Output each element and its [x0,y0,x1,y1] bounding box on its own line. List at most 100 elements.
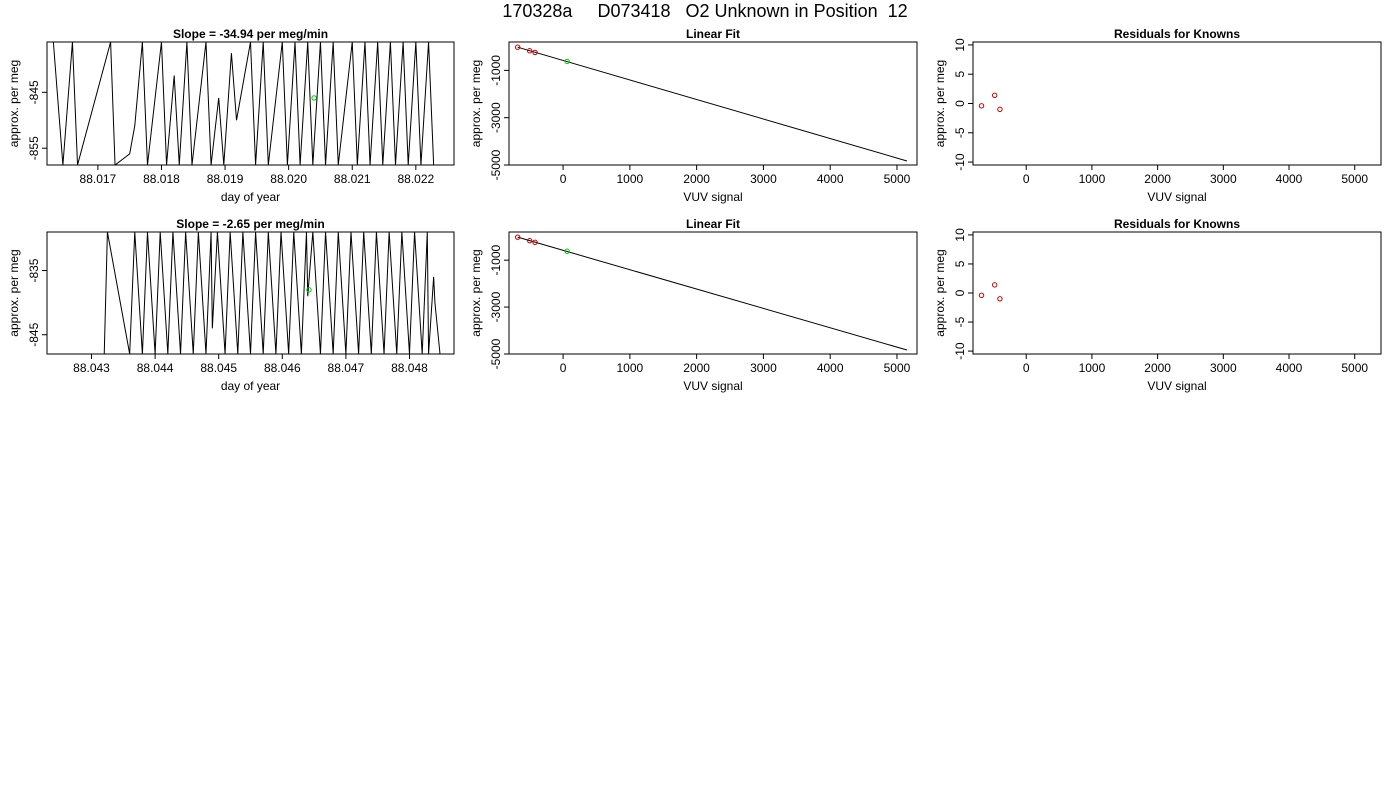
x-axis-label: VUV signal [683,190,742,204]
x-axis: 88.043 88.044 88.045 88.046 88.047 88.048 [73,354,428,375]
x-tick-label: 1000 [617,361,644,375]
x-tick-label: 88.018 [143,172,180,186]
series-line-0 [517,236,908,351]
known-point [997,296,1003,302]
data-layer [103,232,442,354]
y-axis-label: approx. per meg [933,249,947,336]
x-tick-label: 5000 [1341,172,1368,186]
known-point [527,48,533,54]
x-tick-label: 2000 [683,361,710,375]
x-tick-label: 88.019 [207,172,244,186]
known-point [514,234,521,240]
unknown-point [311,95,317,101]
x-axis-label: VUV signal [1147,379,1206,393]
x-tick-label: 5000 [1341,361,1368,375]
known-point [978,292,985,299]
y-tick-label: -855 [27,136,41,160]
unknown-point [306,287,312,293]
series-line-0 [52,42,435,165]
y-tick-label: -3000 [489,291,503,322]
known-point [514,44,521,50]
y-axis-label: approx. per meg [7,60,21,147]
chart-panel-fit-2: Linear Fit VUV signal approx. per meg 0 1000… [469,217,918,393]
x-tick-label: 1000 [617,172,644,186]
known-point [991,92,998,99]
x-tick-label: 2000 [1144,361,1171,375]
y-tick-label: -1000 [489,244,503,275]
page-title: 170328a D073418 O2 Unknown in Position 1… [502,1,908,21]
x-tick-label: 3000 [1210,172,1237,186]
plot-frame [508,231,918,355]
x-tick-label: 88.046 [264,361,301,375]
x-tick-label: 4000 [817,172,844,186]
x-tick-label: 4000 [1276,361,1303,375]
known-point [978,103,985,109]
y-tick-label: 0 [953,100,967,107]
unknown-point [564,58,570,65]
x-tick-label: 0 [560,172,567,186]
x-tick-label: 3000 [750,361,777,375]
x-tick-label: 1000 [1079,361,1106,375]
chart-panel-resid-2: Residuals for Knowns VUV signal approx. pe… [933,217,1382,393]
x-tick-label: 88.017 [80,172,117,186]
chart-title: Linear Fit [686,27,740,41]
x-tick-label: 3000 [750,172,777,186]
x-tick-label: 88.021 [334,172,371,186]
y-tick-label: 10 [953,228,967,242]
y-axis: -835 -845 [27,258,47,347]
chart-title: Linear Fit [686,217,740,231]
chart-panel-fit-1: Linear Fit VUV signal approx. per meg 0 1000… [469,27,918,204]
y-axis: 10 5 0 -5 -10 [953,228,973,360]
y-tick-label: -845 [27,322,41,346]
series-line-0 [517,46,908,162]
y-tick-label: -3000 [489,102,503,133]
known-point [532,239,538,246]
data-layer [978,282,1003,302]
y-axis-label: approx. per meg [933,60,947,147]
y-tick-label: 5 [953,71,967,78]
y-axis: -1000 -3000 -5000 [489,244,509,369]
y-tick-label: -5000 [489,338,503,369]
x-tick-label: 4000 [817,361,844,375]
y-axis: -845 -855 [27,80,47,160]
data-layer [978,92,1003,113]
known-point [527,237,533,244]
y-tick-label: -10 [953,153,967,171]
x-tick-label: 2000 [1144,172,1171,186]
y-tick-label: -5 [953,316,967,327]
x-tick-label: 4000 [1276,172,1303,186]
plot-frame [972,231,1382,355]
x-tick-label: 88.020 [270,172,307,186]
y-axis-label: approx. per meg [469,249,483,336]
x-tick-label: 0 [1023,172,1030,186]
y-tick-label: 0 [953,289,967,296]
chart-title: Slope = -2.65 per meg/min [176,217,324,231]
y-tick-label: -5000 [489,149,503,180]
x-axis: 0 1000 2000 3000 4000 5000 [560,354,911,375]
y-tick-label: 5 [953,260,967,267]
chart-title: Residuals for Knowns [1114,27,1240,41]
y-tick-label: -10 [953,342,967,360]
data-layer [52,42,435,165]
x-tick-label: 88.045 [200,361,237,375]
x-tick-label: 88.044 [137,361,174,375]
x-tick-label: 5000 [884,361,911,375]
y-tick-label: -835 [27,258,41,282]
chart-title: Residuals for Knowns [1114,217,1240,231]
y-axis: -1000 -3000 -5000 [489,55,509,180]
x-tick-label: 88.022 [397,172,434,186]
chart-panel-drift-2: Slope = -2.65 per meg/min day of year appr… [7,217,455,393]
y-axis-label: approx. per meg [469,60,483,147]
chart-title: Slope = -34.94 per meg/min [173,27,328,41]
chart-panel-drift-1: Slope = -34.94 per meg/min day of year app… [7,27,455,204]
known-point [991,282,998,288]
y-axis: 10 5 0 -5 -10 [953,38,973,171]
x-tick-label: 1000 [1079,172,1106,186]
x-axis: 0 1000 2000 3000 4000 5000 [1023,354,1368,375]
y-tick-label: -1000 [489,55,503,86]
x-axis: 0 1000 2000 3000 4000 5000 [1023,165,1368,186]
known-point [532,49,538,56]
x-tick-label: 88.047 [328,361,365,375]
x-tick-label: 0 [1023,361,1030,375]
